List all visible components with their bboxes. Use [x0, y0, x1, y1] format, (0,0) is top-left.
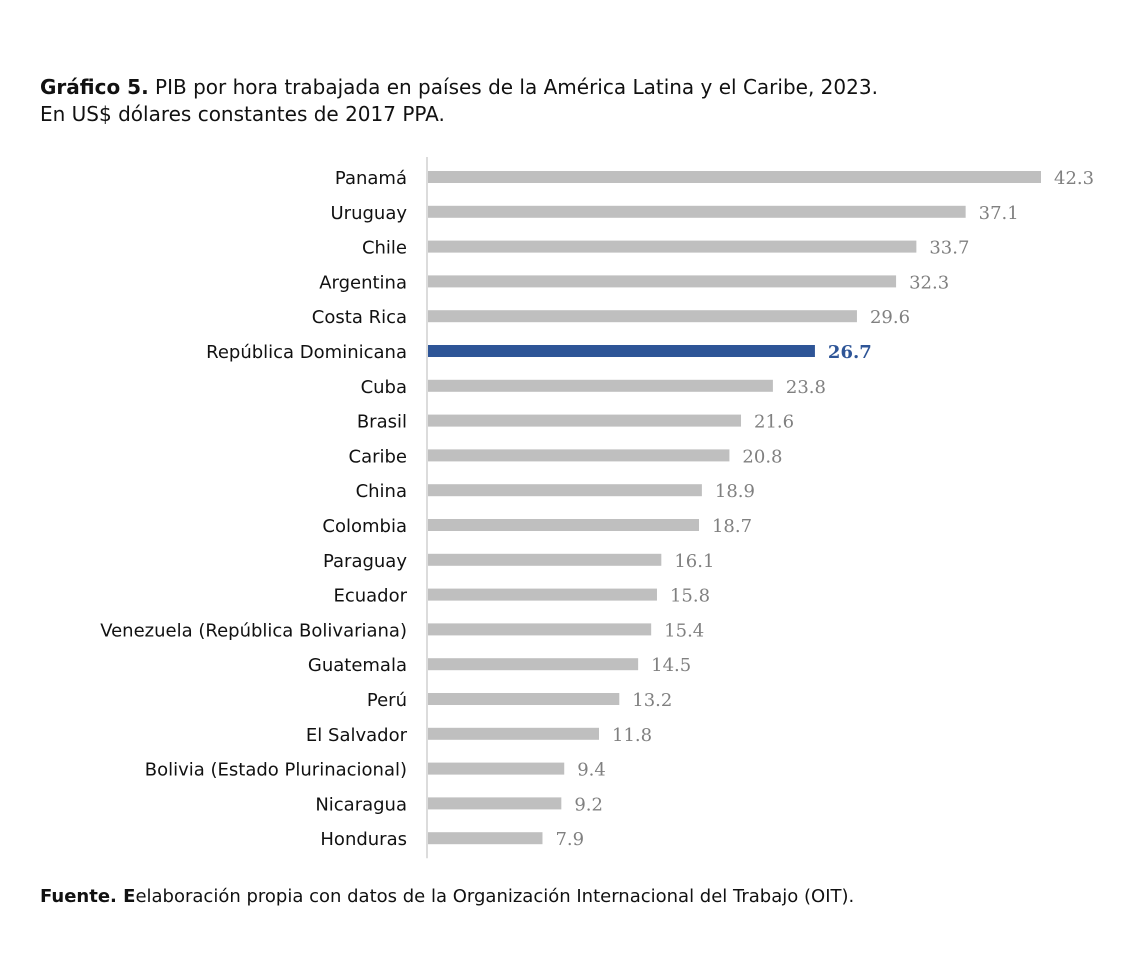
bar [428, 414, 742, 427]
bar [428, 519, 699, 531]
value-label: 33.7 [929, 238, 969, 259]
category-label: Cuba [361, 377, 407, 398]
chart-subtitle: En US$ dólares constantes de 2017 PPA. [40, 102, 445, 126]
category-label: Guatemala [308, 655, 407, 676]
bar [428, 449, 730, 462]
chart-source: Fuente. Eelaboración propia con datos de… [40, 886, 854, 907]
category-label: Bolivia (Estado Plurinacional) [145, 760, 407, 781]
value-label: 13.2 [632, 690, 672, 711]
bar [428, 379, 773, 392]
value-label: 9.4 [577, 760, 606, 781]
bar [428, 310, 857, 323]
bar [428, 623, 652, 636]
category-label: Caribe [349, 446, 408, 467]
category-label: Panamá [335, 168, 407, 189]
value-label: 16.1 [674, 551, 714, 572]
category-label: Costa Rica [312, 307, 407, 328]
value-label: 42.3 [1054, 168, 1094, 189]
bar [428, 171, 1041, 183]
bar-highlight [428, 345, 815, 357]
category-label: Brasil [357, 412, 407, 433]
value-label: 18.9 [715, 481, 755, 502]
value-label: 21.6 [754, 412, 794, 433]
category-label: Venezuela (República Bolivariana) [100, 620, 407, 641]
chart-title: Gráfico 5. PIB por hora trabajada en paí… [40, 74, 878, 128]
value-label: 11.8 [612, 725, 652, 746]
category-label: Uruguay [331, 203, 408, 224]
value-label: 23.8 [786, 377, 826, 398]
chart-source-prefix: Fuente. E [40, 886, 136, 907]
category-label: Chile [362, 238, 407, 259]
bar [428, 205, 966, 218]
value-label: 32.3 [909, 272, 949, 293]
bar [428, 275, 897, 288]
value-label: 14.5 [651, 655, 691, 676]
category-label: Honduras [320, 829, 407, 850]
bar [428, 762, 565, 775]
value-label: 9.2 [574, 794, 603, 815]
bar [428, 658, 639, 671]
category-label: China [356, 481, 407, 502]
bar [428, 727, 600, 740]
category-label: Perú [367, 690, 407, 711]
category-label: Colombia [322, 516, 407, 537]
chart-source-text: elaboración propia con datos de la Organ… [135, 886, 855, 907]
value-label: 37.1 [979, 203, 1019, 224]
bar [428, 484, 702, 497]
value-label: 15.8 [670, 586, 710, 607]
category-label: Paraguay [323, 551, 407, 572]
bar [428, 240, 917, 253]
chart-title-line: Gráfico 5. PIB por hora trabajada en paí… [40, 74, 878, 101]
value-label: 29.6 [870, 307, 910, 328]
value-label: 20.8 [742, 446, 782, 467]
bar [428, 832, 543, 845]
category-label: Ecuador [333, 586, 407, 607]
bar [428, 693, 620, 705]
bar [428, 553, 662, 566]
value-label: 18.7 [712, 516, 752, 537]
category-label: Nicaragua [315, 794, 407, 815]
category-label: Argentina [319, 272, 407, 293]
value-label: 15.4 [664, 620, 704, 641]
bar [428, 797, 562, 810]
value-label: 26.7 [828, 342, 872, 363]
category-label: El Salvador [306, 725, 408, 746]
category-label: República Dominicana [206, 342, 407, 363]
chart-title-prefix: Gráfico 5. [40, 75, 149, 99]
chart-title-text: PIB por hora trabajada en países de la A… [148, 75, 878, 99]
value-label: 7.9 [555, 829, 584, 850]
bar [428, 588, 657, 601]
